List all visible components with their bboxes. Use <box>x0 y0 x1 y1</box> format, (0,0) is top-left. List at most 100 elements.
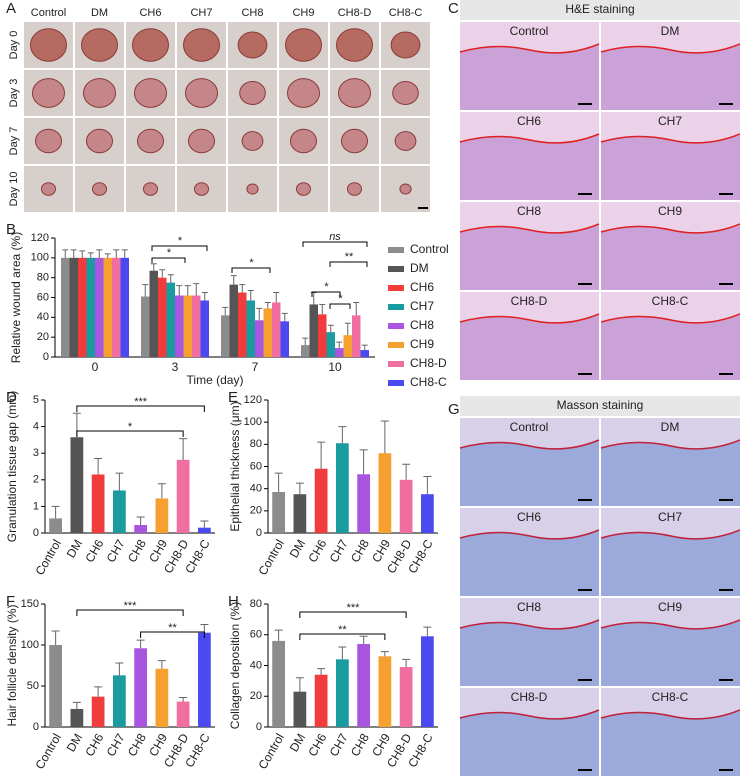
y-tick-label: 0 <box>33 527 39 539</box>
y-tick-label: 100 <box>244 416 262 428</box>
y-axis-label: Hair follicle density (%) <box>5 604 19 726</box>
panel-letter: C <box>448 0 459 17</box>
wound <box>137 128 164 154</box>
wound <box>32 78 65 108</box>
wound <box>35 128 62 154</box>
bar <box>357 643 370 727</box>
wound <box>296 182 311 196</box>
y-tick-label: 4 <box>33 421 39 433</box>
error-bar <box>256 307 263 321</box>
significance-bracket <box>299 633 386 640</box>
epidermis <box>459 439 600 450</box>
bar <box>113 675 126 727</box>
significance-bracket <box>140 631 205 638</box>
group-label: DM <box>91 7 108 19</box>
legend-swatch <box>388 380 404 386</box>
bar <box>421 636 434 727</box>
y-tick-label: 60 <box>250 460 262 472</box>
y-axis-label: Epithelial thickness (μm) <box>228 401 242 531</box>
tissue-surface <box>460 224 599 290</box>
bar <box>293 691 307 727</box>
bar <box>326 332 335 357</box>
bar <box>61 257 70 357</box>
bar <box>336 659 349 727</box>
y-axis-label: Relative wound area (%) <box>9 232 23 363</box>
tissue-surface <box>460 710 599 776</box>
bar <box>357 474 370 533</box>
tissue-surface <box>601 710 740 776</box>
histology-label: CH8-D <box>511 294 548 308</box>
epidermis <box>459 133 600 144</box>
error-bar <box>423 626 432 637</box>
histology-label: DM <box>661 24 680 38</box>
significance-label: *** <box>134 396 148 408</box>
epidermis <box>600 439 740 450</box>
bar <box>229 284 238 357</box>
x-tick-label: CH7 <box>104 731 128 759</box>
error-bar <box>338 646 347 660</box>
error-bar <box>157 483 166 499</box>
bar <box>120 257 129 357</box>
tissue-surface <box>601 314 740 380</box>
tissue-surface <box>601 44 740 110</box>
wound <box>237 31 268 59</box>
bar <box>246 300 255 357</box>
panel-letter: B <box>6 221 16 238</box>
error-bar <box>344 322 351 336</box>
bar <box>70 708 84 727</box>
error-bar <box>96 249 103 258</box>
wound <box>183 28 220 62</box>
wound <box>246 183 259 195</box>
wound <box>390 31 421 59</box>
y-tick-label: 20 <box>250 505 262 517</box>
day-label: Day 0 <box>8 31 20 60</box>
error-bar <box>70 249 77 258</box>
bar <box>352 315 361 357</box>
x-tick-label: CH7 <box>327 731 351 759</box>
epidermis <box>459 709 600 720</box>
y-tick-label: 20 <box>250 690 262 702</box>
significance-label: ** <box>344 251 353 263</box>
epidermis <box>459 43 600 54</box>
error-bar <box>176 285 183 296</box>
panel-letter: E <box>228 389 238 406</box>
error-bar <box>380 420 389 454</box>
y-tick-label: 20 <box>37 331 49 343</box>
stain-title-bar <box>460 396 740 416</box>
wound <box>185 78 218 108</box>
error-bar <box>167 274 174 283</box>
y-tick-label: 2 <box>33 474 39 486</box>
day-label: Day 3 <box>8 79 20 108</box>
error-bar <box>115 662 124 676</box>
wound <box>81 28 118 62</box>
significance-bracket <box>302 241 368 247</box>
bar <box>314 674 328 727</box>
x-tick-label: 10 <box>328 360 342 374</box>
y-tick-label: 120 <box>31 232 49 244</box>
bar <box>301 345 310 357</box>
legend-label: CH8-C <box>410 375 447 389</box>
error-bar <box>222 306 229 316</box>
error-bar <box>317 668 326 675</box>
x-tick-label: CH8 <box>348 537 372 565</box>
x-tick-label: Control <box>256 537 287 578</box>
histology-label: CH7 <box>658 114 682 128</box>
legend-label: CH8 <box>410 318 434 332</box>
y-tick-label: 80 <box>250 438 262 450</box>
error-bar <box>87 252 94 258</box>
histology-label: CH6 <box>517 114 541 128</box>
epidermis <box>600 133 740 144</box>
bar <box>69 257 78 357</box>
wound <box>132 28 169 62</box>
y-axis-label: Granulation tissue gap (mm) <box>5 391 19 542</box>
error-bar <box>295 482 304 495</box>
bar <box>198 632 211 727</box>
group-label: CH7 <box>190 7 212 19</box>
y-tick-label: 5 <box>33 394 39 406</box>
x-tick-label: CH6 <box>82 731 106 759</box>
error-bar <box>79 250 86 258</box>
panel-letter: F <box>6 593 15 610</box>
panel-letter: G <box>448 401 460 418</box>
y-tick-label: 3 <box>33 447 39 459</box>
